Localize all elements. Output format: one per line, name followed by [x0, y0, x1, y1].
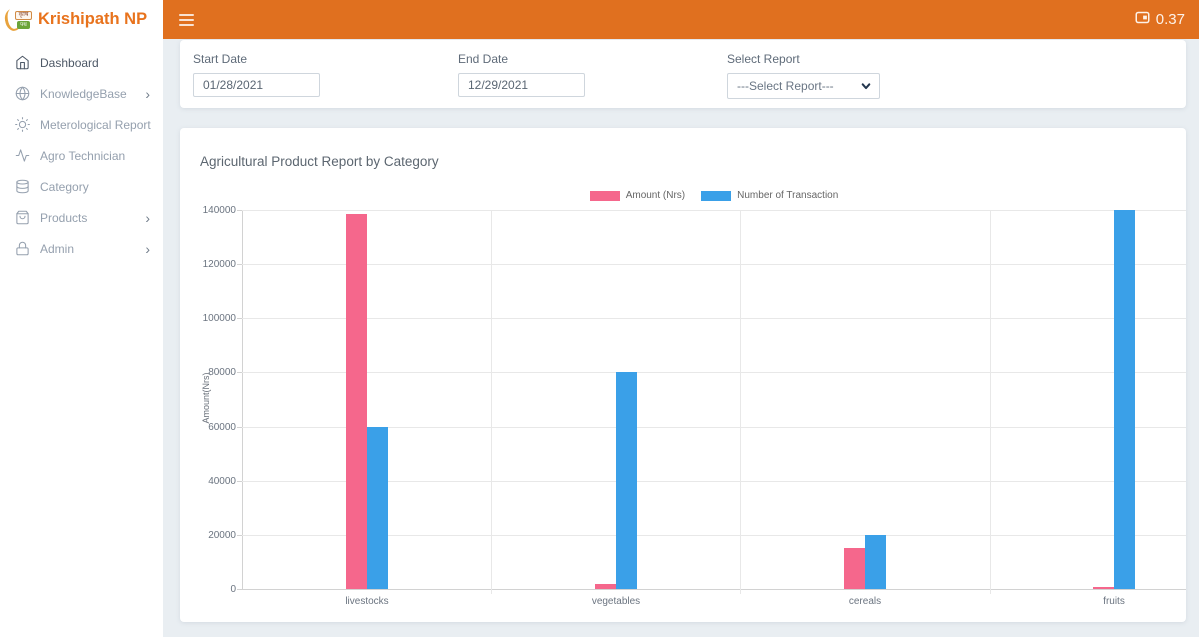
sidebar-item-category[interactable]: Category — [0, 171, 163, 202]
shopping-bag-icon — [15, 210, 30, 225]
y-tick-label: 140000 — [202, 205, 236, 216]
y-tick-label: 100000 — [202, 313, 236, 324]
legend-label: Amount (Nrs) — [625, 190, 686, 201]
chevron-right-icon: › — [145, 85, 150, 102]
y-tick-mark — [237, 210, 242, 211]
sidebar-item-label: KnowledgeBase — [40, 86, 127, 101]
y-tick-label: 0 — [230, 584, 236, 595]
y-gridline — [242, 210, 1186, 211]
topbar: 0.37 — [163, 0, 1199, 39]
legend-item-number-of-transaction[interactable]: Number of Transaction — [701, 190, 838, 201]
bar-amount-nrs-cereals[interactable] — [844, 548, 865, 589]
sun-icon — [15, 117, 30, 132]
y-tick-label: 60000 — [208, 422, 236, 433]
legend-swatch-icon — [589, 190, 620, 201]
globe-icon — [15, 86, 30, 101]
y-gridline — [242, 318, 1186, 319]
bar-number-of-transaction-fruits[interactable] — [1114, 210, 1135, 589]
category-label-vegetables: vegetables — [591, 596, 641, 607]
y-gridline — [242, 535, 1186, 536]
chart-legend: Amount (Nrs) Number of Transaction — [242, 190, 1186, 201]
chart-plot: livestocks vegetables cereals fruits — [242, 210, 1186, 607]
sidebar-item-admin[interactable]: Admin › — [0, 233, 163, 264]
bar-number-of-transaction-livestocks[interactable] — [367, 427, 388, 589]
x-gridline — [740, 210, 741, 594]
y-tick-label: 120000 — [202, 259, 236, 270]
end-date-label: End Date — [458, 52, 509, 66]
chart-title: Agricultural Product Report by Category — [200, 154, 439, 169]
legend-label: Number of Transaction — [737, 190, 839, 201]
legend-swatch-icon — [701, 190, 732, 201]
hamburger-menu-icon[interactable] — [177, 10, 196, 30]
y-tick-mark — [237, 535, 242, 536]
bar-number-of-transaction-vegetables[interactable] — [616, 372, 637, 589]
y-tick-mark — [237, 318, 242, 319]
y-tick-label: 20000 — [208, 530, 236, 541]
start-date-label: Start Date — [193, 52, 248, 66]
lock-icon — [15, 241, 30, 256]
sidebar-item-label: Meterological Report — [40, 117, 151, 132]
bar-amount-nrs-vegetables[interactable] — [595, 584, 616, 589]
bar-number-of-transaction-cereals[interactable] — [865, 535, 886, 589]
database-icon — [15, 179, 30, 194]
activity-icon — [15, 148, 30, 163]
sidebar-item-knowledgebase[interactable]: KnowledgeBase › — [0, 78, 163, 109]
chart-panel: Agricultural Product Report by Category … — [180, 128, 1186, 622]
sidebar-nav: Dashboard KnowledgeBase › Meterological Rep… — [0, 47, 163, 264]
sidebar-item-label: Agro Technician — [40, 148, 126, 163]
category-label-fruits: fruits — [1103, 596, 1125, 607]
category-label-livestocks: livestocks — [345, 596, 389, 607]
sidebar-item-label: Category — [40, 179, 89, 194]
y-tick-mark — [237, 264, 242, 265]
chevron-right-icon: › — [145, 240, 150, 257]
filter-panel: Start Date End Date Select Report ---Sel… — [180, 40, 1186, 108]
sidebar-item-label: Dashboard — [40, 55, 99, 70]
y-tick-mark — [237, 427, 242, 428]
report-label: Select Report — [727, 52, 800, 66]
start-date-input[interactable] — [193, 73, 320, 97]
sidebar-item-label: Admin — [40, 241, 75, 256]
y-tick-mark — [237, 481, 242, 482]
y-tick-mark — [237, 589, 242, 590]
end-date-input[interactable] — [458, 73, 585, 97]
bar-amount-nrs-fruits[interactable] — [1093, 587, 1114, 589]
sidebar-item-agro-technician[interactable]: Agro Technician — [0, 140, 163, 171]
x-gridline — [491, 210, 492, 594]
y-gridline — [242, 372, 1186, 373]
sidebar-item-label: Products — [40, 210, 88, 225]
y-gridline — [242, 589, 1186, 590]
y-gridline — [242, 264, 1186, 265]
report-field: Select Report ---Select Report--- — [727, 52, 880, 99]
brand-logo[interactable]: कृषि पथ Krishipath NP — [0, 0, 163, 39]
start-date-field: Start Date — [193, 52, 320, 97]
y-axis-line — [242, 210, 243, 589]
brand-name: Krishipath NP — [38, 10, 148, 28]
x-gridline — [990, 210, 991, 594]
y-gridline — [242, 481, 1186, 482]
home-icon — [15, 55, 30, 70]
y-gridline — [242, 427, 1186, 428]
end-date-field: End Date — [458, 52, 585, 97]
legend-item-amount-nrs[interactable]: Amount (Nrs) — [589, 190, 686, 201]
wallet-amount: 0.37 — [1155, 11, 1185, 28]
category-label-cereals: cereals — [848, 596, 882, 607]
wallet-icon — [1135, 11, 1150, 28]
y-tick-label: 80000 — [208, 367, 236, 378]
bar-amount-nrs-livestocks[interactable] — [346, 214, 367, 589]
sidebar: कृषि पथ Krishipath NP Dashboard Knowledge… — [0, 0, 163, 637]
brand-emblem-icon: कृषि पथ — [2, 7, 34, 33]
report-select[interactable]: ---Select Report--- — [727, 73, 880, 99]
y-tick-mark — [237, 372, 242, 373]
chevron-right-icon: › — [145, 209, 150, 226]
chevron-down-icon — [861, 83, 871, 90]
y-tick-label: 40000 — [208, 476, 236, 487]
sidebar-item-products[interactable]: Products › — [0, 202, 163, 233]
wallet-balance[interactable]: 0.37 — [1135, 11, 1185, 28]
sidebar-item-meterological-report[interactable]: Meterological Report — [0, 109, 163, 140]
sidebar-item-dashboard[interactable]: Dashboard — [0, 47, 163, 78]
report-select-value: ---Select Report--- — [737, 79, 834, 93]
